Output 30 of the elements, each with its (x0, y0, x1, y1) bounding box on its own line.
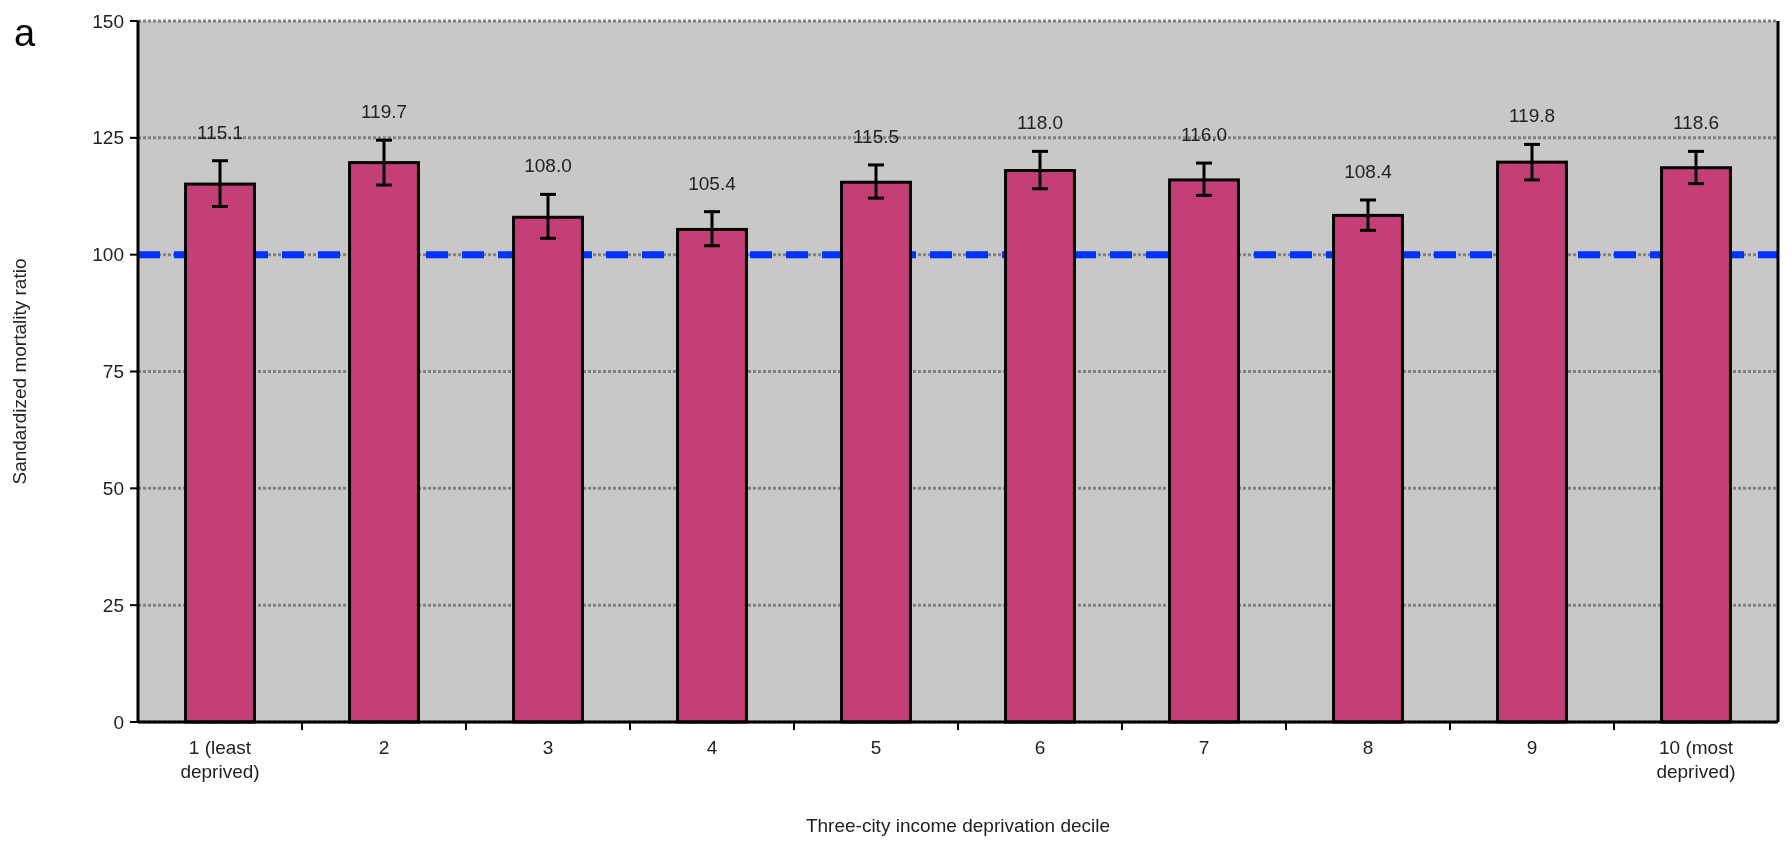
y-tick-label: 25 (102, 594, 124, 616)
data-label: 108.0 (524, 155, 572, 177)
x-tick-label: 9 (1526, 737, 1538, 758)
y-tick-label: 125 (92, 127, 124, 149)
data-label: 119.8 (1508, 105, 1556, 127)
text: a (14, 12, 36, 54)
data-label: 116.0 (1180, 124, 1228, 146)
x-axis-title: Three-city income deprivation decile (805, 815, 1111, 836)
y-axis-title: Sandardized mortality ratio (9, 258, 30, 485)
y-tick-label: 75 (102, 361, 124, 383)
y-tick-label: 50 (102, 477, 124, 499)
x-tick-label: 6 (1034, 737, 1046, 758)
x-tick-label: 10 (most deprived) (1656, 737, 1736, 782)
y-tick-label: 0 (113, 711, 124, 733)
data-label: 118.6 (1672, 112, 1720, 134)
data-label: 115.5 (852, 125, 900, 147)
x-tick-label: 5 (870, 737, 882, 758)
y-tick-label: 150 (92, 10, 124, 32)
x-tick-label: 1 (least deprived) (180, 737, 260, 782)
x-tick-label: 3 (542, 737, 554, 758)
y-tick-label: 100 (92, 244, 124, 266)
data-label: 105.4 (688, 172, 737, 194)
x-tick-label: 2 (378, 737, 390, 758)
x-tick-label: 4 (706, 737, 718, 758)
x-tick-label: 7 (1198, 737, 1210, 758)
data-label: 118.0 (1016, 112, 1064, 134)
data-label: 115.1 (196, 121, 244, 143)
data-label: 119.7 (360, 101, 408, 123)
data-label: 108.4 (1344, 160, 1393, 182)
x-tick-label: 8 (1362, 737, 1374, 758)
